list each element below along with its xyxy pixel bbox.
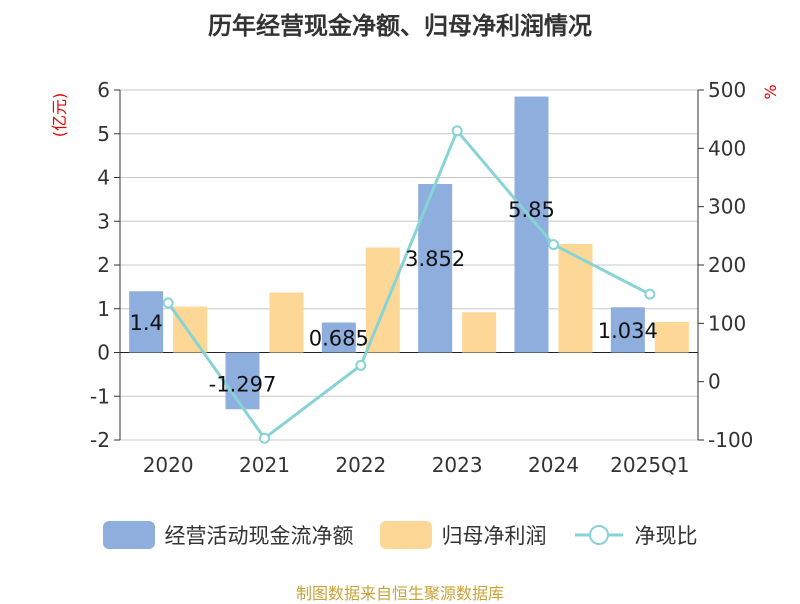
net-profit-swatch [379,521,432,549]
cash-flow-data-label: -1.297 [209,373,277,397]
net-profit-bar [365,247,400,353]
cash-flow-bar [514,96,549,353]
legend-label-net-profit: 归母净利润 [441,524,547,548]
ratio-line-swatch-icon [574,525,623,545]
cash-flow-data-label: 3.852 [405,247,465,271]
chart-title: 历年经营现金净额、归母净利润情况 [208,12,592,40]
left-tick-label: 4 [97,166,110,190]
x-tick-label: 2020 [143,453,194,477]
right-tick-label: 100 [708,311,746,335]
left-tick-label: 6 [97,78,110,102]
ratio-point [355,359,367,371]
cash-flow-bar [225,352,260,410]
source-note: 制图数据来自恒生聚源数据库 [295,584,504,603]
cash-flow-data-label: 0.685 [309,327,369,351]
right-tick-label: 500 [708,78,746,102]
left-tick-label: 1 [97,297,110,321]
net-profit-bar [462,312,497,353]
right-tick-label: 200 [708,253,746,277]
left-axis-unit: (亿元) [50,93,69,138]
right-axis-unit: % [761,84,780,99]
plot-area: 6 5 4 3 2 1 0 -1 -2 500 400 300 200 100 0 -100 2020 2021 2… [90,78,753,477]
net-profit-bar [173,306,208,353]
cash-flow-bar [610,307,645,353]
legend-item-ratio[interactable]: 净现比 [573,520,698,550]
net-profit-bar [269,292,304,353]
ratio-point [451,125,463,137]
legend: 经营活动现金流净额 归母净利润 净现比 [0,515,800,555]
cash-flow-bar [129,291,164,353]
right-tick-label: 400 [708,136,746,160]
legend-label-ratio: 净现比 [634,524,698,548]
ratio-point [548,239,559,251]
right-tick-label: -100 [708,428,753,452]
left-tick-label: -1 [90,384,110,408]
x-tick-label: 2023 [432,453,483,477]
legend-item-net-profit[interactable]: 归母净利润 [379,520,547,550]
cash-flow-data-label: 5.85 [508,198,555,222]
x-tick-label: 2025Q1 [610,453,689,477]
net-profit-bar [654,321,689,353]
right-tick-label: 300 [708,195,746,219]
left-tick-label: 5 [97,122,110,146]
legend-label-cash-flow: 经营活动现金流净额 [164,524,354,548]
legend-item-cash-flow[interactable]: 经营活动现金流净额 [102,520,354,550]
left-tick-label: 2 [97,253,110,277]
x-tick-label: 2024 [528,453,579,477]
left-tick-label: -2 [90,428,110,452]
ratio-point [644,288,656,300]
cash-flow-data-label: 1.4 [129,311,162,335]
ratio-line [166,127,651,441]
ratio-point [162,297,174,309]
right-tick-label: 0 [708,370,721,394]
x-tick-label: 2021 [239,453,290,477]
cash-flow-bar [321,322,356,353]
net-profit-bar [558,244,593,353]
left-tick-label: 0 [97,341,110,365]
cash-flow-swatch [102,521,155,549]
cash-flow-data-label: 1.034 [598,319,658,343]
left-tick-label: 3 [97,209,110,233]
ratio-point [259,432,270,444]
x-tick-label: 2022 [335,453,386,477]
